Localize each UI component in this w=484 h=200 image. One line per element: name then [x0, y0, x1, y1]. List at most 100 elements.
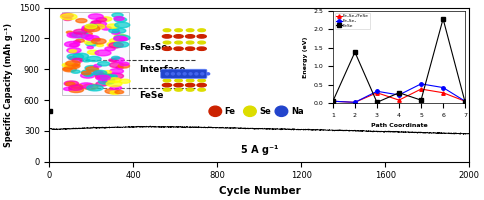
Ellipse shape — [198, 88, 205, 91]
Ellipse shape — [109, 43, 123, 48]
Ellipse shape — [84, 26, 100, 32]
Ellipse shape — [85, 66, 98, 70]
Ellipse shape — [107, 78, 115, 81]
Ellipse shape — [104, 71, 112, 73]
Ellipse shape — [163, 88, 171, 91]
Ellipse shape — [175, 79, 182, 82]
Ellipse shape — [110, 86, 121, 90]
FancyBboxPatch shape — [62, 12, 129, 95]
Text: Fe₃Se₄: Fe₃Se₄ — [139, 43, 171, 52]
Ellipse shape — [112, 28, 126, 33]
Y-axis label: Specific Capacity (mAh g⁻¹): Specific Capacity (mAh g⁻¹) — [4, 23, 13, 147]
Ellipse shape — [96, 73, 112, 79]
Ellipse shape — [81, 27, 94, 32]
Ellipse shape — [243, 106, 256, 116]
Ellipse shape — [94, 72, 106, 77]
Ellipse shape — [114, 35, 130, 41]
Ellipse shape — [186, 79, 194, 82]
Ellipse shape — [85, 41, 95, 44]
Ellipse shape — [70, 43, 79, 47]
Ellipse shape — [108, 78, 121, 83]
Ellipse shape — [118, 64, 130, 68]
Ellipse shape — [183, 73, 186, 75]
Ellipse shape — [175, 41, 182, 44]
Ellipse shape — [74, 29, 87, 34]
Ellipse shape — [85, 32, 92, 35]
Ellipse shape — [195, 73, 198, 75]
Ellipse shape — [98, 78, 115, 84]
Ellipse shape — [73, 53, 89, 59]
Ellipse shape — [69, 85, 83, 90]
Ellipse shape — [64, 81, 78, 86]
Ellipse shape — [86, 24, 97, 29]
Ellipse shape — [109, 29, 119, 33]
Ellipse shape — [81, 35, 93, 39]
Ellipse shape — [74, 41, 80, 43]
Ellipse shape — [91, 39, 106, 44]
Ellipse shape — [114, 17, 127, 22]
Ellipse shape — [67, 54, 84, 60]
Ellipse shape — [207, 73, 210, 75]
Ellipse shape — [89, 14, 103, 19]
Ellipse shape — [115, 90, 124, 94]
Ellipse shape — [105, 47, 115, 51]
Ellipse shape — [90, 21, 106, 27]
Ellipse shape — [197, 47, 206, 50]
Ellipse shape — [72, 32, 89, 38]
Ellipse shape — [109, 59, 117, 62]
Ellipse shape — [189, 73, 192, 75]
Ellipse shape — [82, 26, 93, 30]
Ellipse shape — [112, 31, 120, 34]
Ellipse shape — [64, 42, 80, 47]
Ellipse shape — [163, 29, 171, 32]
Ellipse shape — [101, 74, 114, 79]
Ellipse shape — [61, 13, 73, 18]
Ellipse shape — [186, 88, 194, 91]
Text: Se: Se — [259, 107, 271, 116]
Ellipse shape — [67, 48, 81, 53]
Ellipse shape — [91, 21, 101, 24]
Ellipse shape — [109, 75, 117, 78]
Ellipse shape — [107, 73, 123, 79]
Ellipse shape — [163, 41, 171, 44]
X-axis label: Cycle Number: Cycle Number — [218, 186, 300, 196]
Ellipse shape — [81, 73, 95, 78]
Ellipse shape — [83, 84, 98, 90]
Ellipse shape — [86, 42, 98, 46]
Ellipse shape — [177, 73, 180, 75]
Ellipse shape — [63, 17, 72, 21]
Ellipse shape — [69, 50, 76, 52]
Ellipse shape — [171, 73, 174, 75]
Ellipse shape — [275, 106, 287, 116]
Ellipse shape — [89, 26, 98, 29]
Ellipse shape — [112, 56, 120, 59]
Ellipse shape — [85, 35, 99, 41]
Ellipse shape — [112, 46, 119, 48]
Ellipse shape — [72, 58, 83, 62]
Ellipse shape — [110, 69, 123, 74]
Ellipse shape — [109, 38, 122, 43]
Ellipse shape — [66, 31, 73, 34]
Ellipse shape — [109, 62, 124, 68]
Ellipse shape — [72, 64, 78, 67]
Ellipse shape — [201, 73, 204, 75]
Ellipse shape — [116, 66, 123, 69]
Text: Interface: Interface — [139, 65, 185, 74]
Ellipse shape — [88, 50, 99, 54]
Ellipse shape — [114, 36, 126, 41]
Ellipse shape — [107, 42, 121, 47]
Ellipse shape — [96, 44, 104, 47]
Ellipse shape — [120, 38, 128, 41]
Ellipse shape — [97, 24, 104, 27]
Ellipse shape — [163, 47, 172, 50]
Ellipse shape — [163, 79, 171, 82]
Ellipse shape — [87, 46, 93, 49]
Ellipse shape — [198, 29, 205, 32]
Ellipse shape — [114, 42, 129, 47]
Ellipse shape — [60, 14, 77, 20]
Ellipse shape — [163, 35, 172, 38]
Ellipse shape — [119, 79, 130, 83]
Ellipse shape — [174, 47, 183, 50]
Ellipse shape — [111, 58, 124, 62]
Ellipse shape — [65, 63, 80, 69]
